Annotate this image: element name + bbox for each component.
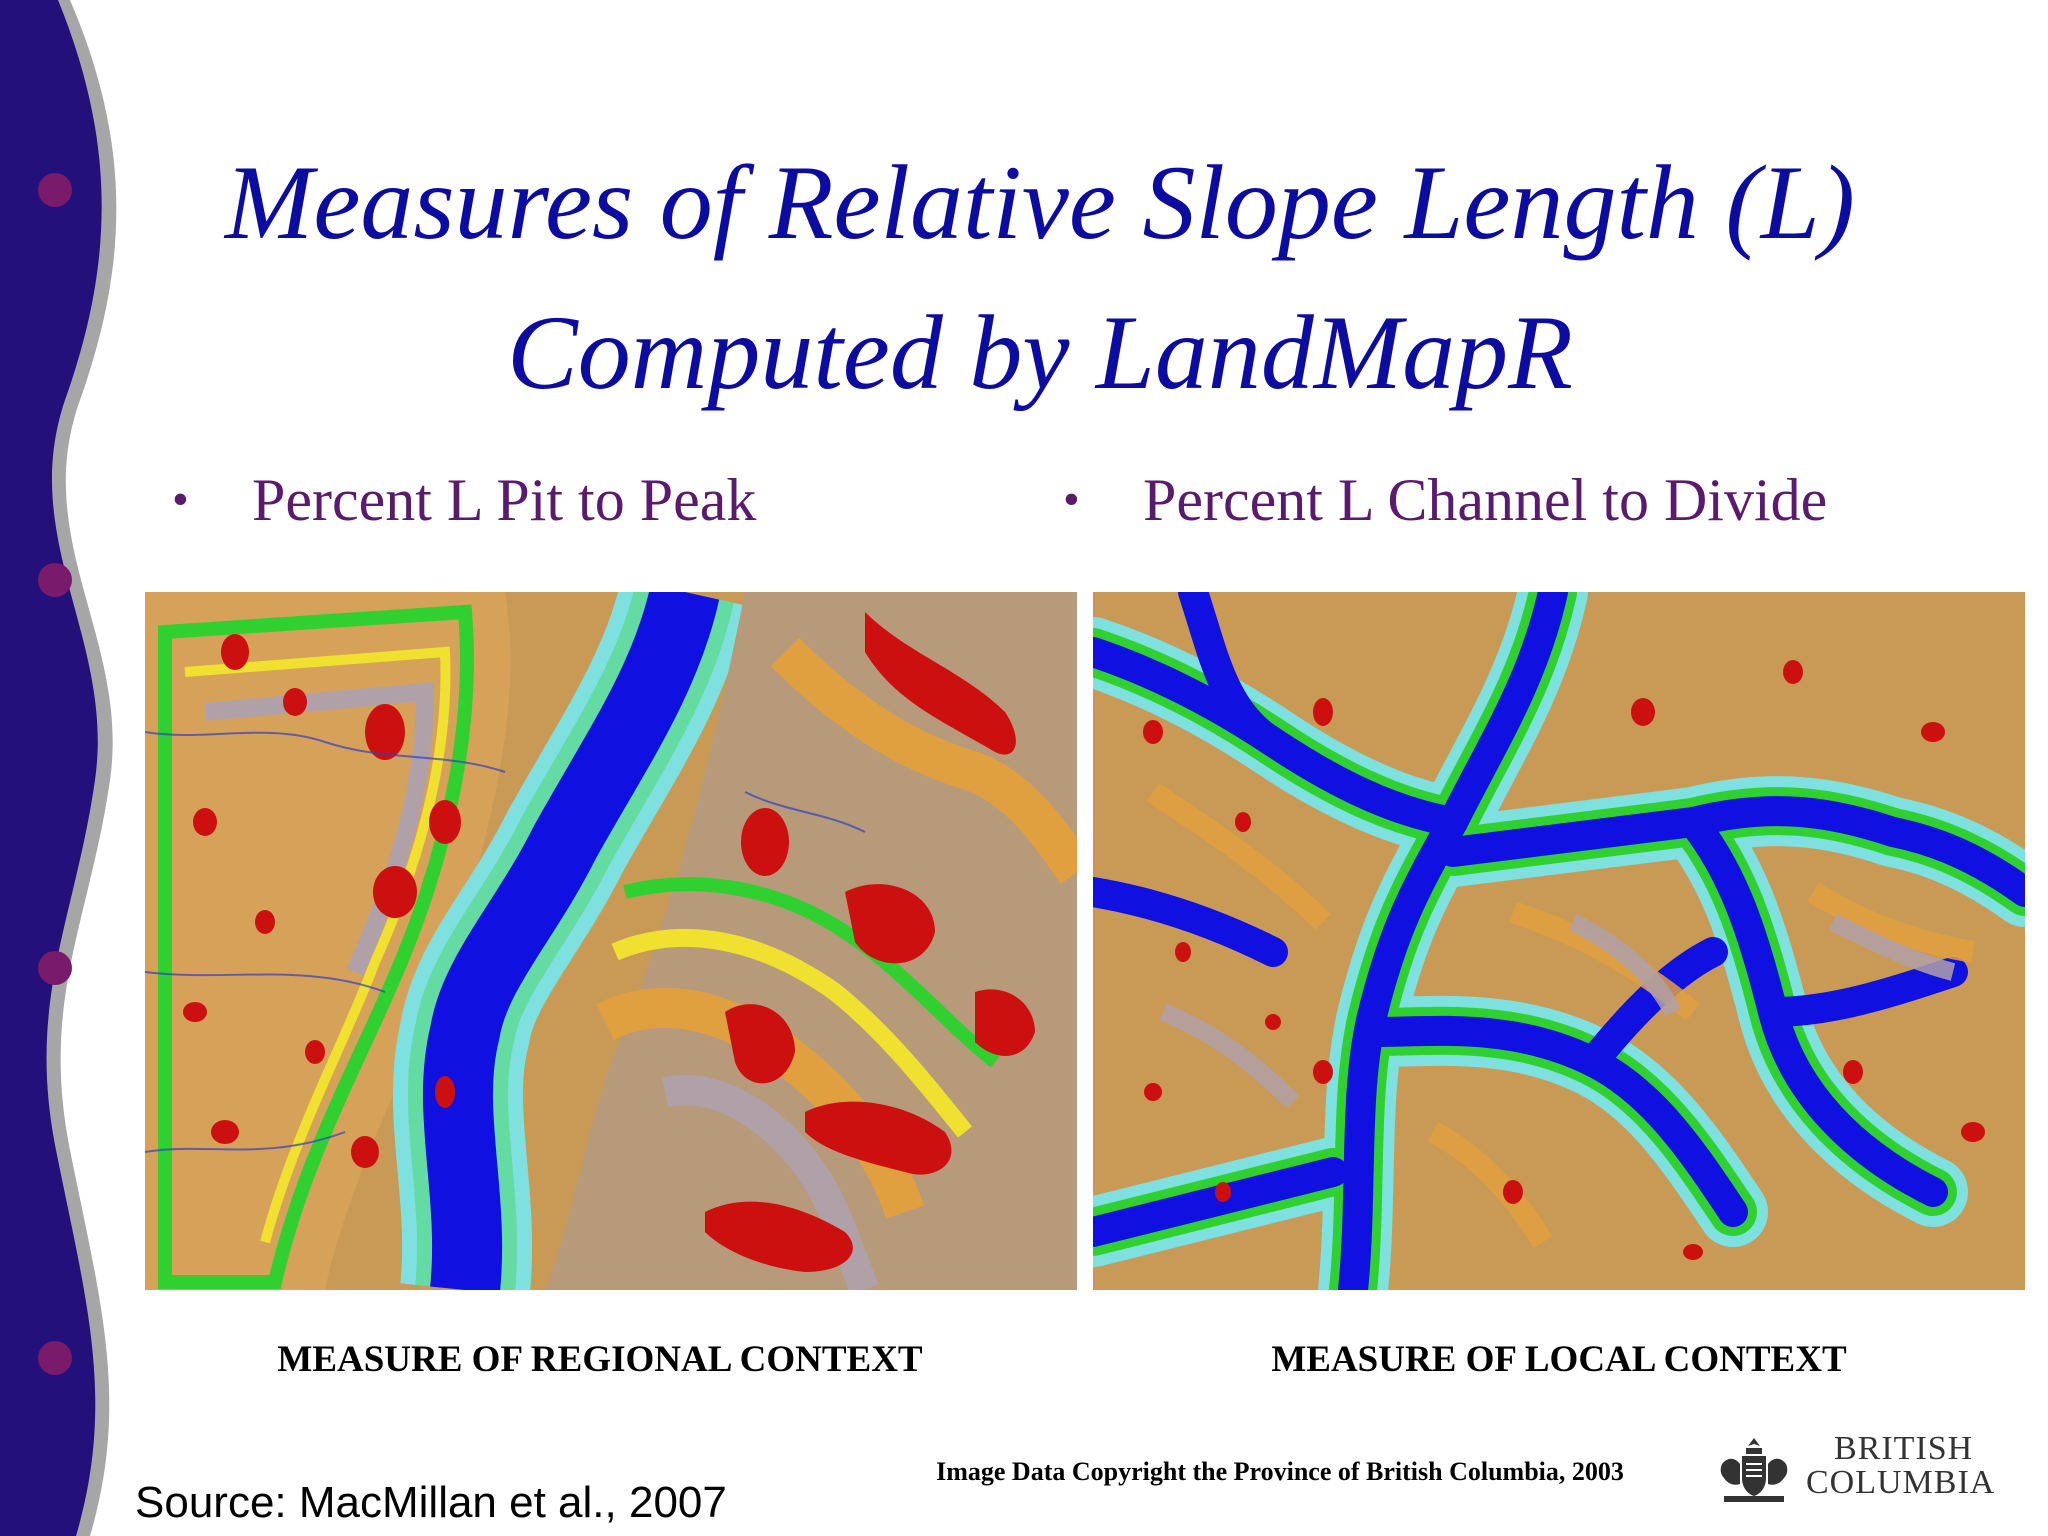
slide-title-line-1: Measures of Relative Slope Length (L) [225,144,1855,261]
logo-line-1: BRITISH [1834,1430,1974,1467]
logo-wordmark: BRITISH COLUMBIA [1806,1432,1995,1500]
sidebar-band [0,0,102,1536]
british-columbia-logo: BRITISH COLUMBIA [1718,1430,2018,1510]
source-citation: Source: MacMillan et al., 2007 [135,1478,727,1527]
sidebar-dot [38,1341,72,1375]
slide-title: Measures of Relative Slope Length (L) Co… [150,128,1930,428]
bullet-label: Percent L Channel to Divide [1143,467,1828,533]
logo-line-2: COLUMBIA [1806,1464,1996,1501]
bullet-marker: • [172,473,189,527]
bullet-channel-to-divide: • Percent L Channel to Divide [1063,460,1827,546]
bullet-marker: • [1063,473,1080,527]
bc-crest-icon [1720,1438,1788,1502]
caption-regional-context: MEASURE OF REGIONAL CONTEXT [277,1339,923,1380]
slide-title-line-2: Computed by LandMapR [507,294,1573,411]
map-regional-context [145,592,1077,1290]
bullet-pit-to-peak: • Percent L Pit to Peak [172,460,756,546]
sidebar-dot [38,951,72,985]
image-copyright-note: Image Data Copyright the Province of Bri… [936,1457,1624,1486]
sidebar-dot [38,173,72,207]
bullet-label: Percent L Pit to Peak [252,467,757,533]
decorative-sidebar [0,0,117,1536]
caption-local-context: MEASURE OF LOCAL CONTEXT [1271,1339,1847,1380]
sidebar-dot [38,563,72,597]
map-local-context [1093,592,2025,1290]
